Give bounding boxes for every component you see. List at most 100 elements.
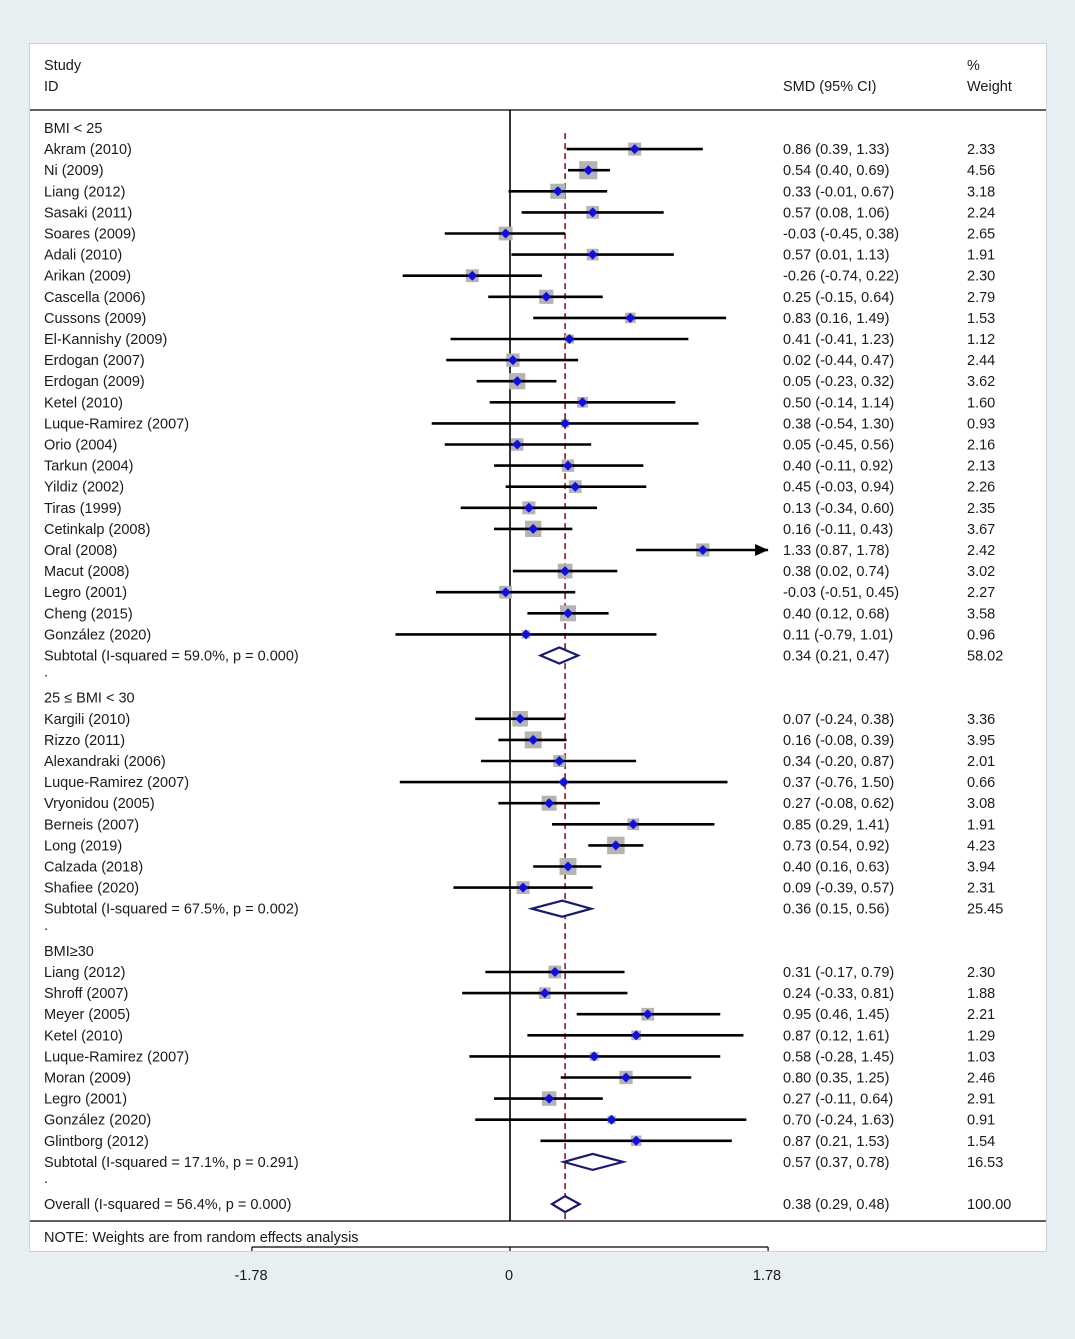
effect-ci: 0.34 (0.21, 0.47)	[783, 649, 889, 665]
weight-value: 1.91	[967, 248, 995, 264]
effect-ci: -0.03 (-0.51, 0.45)	[783, 585, 899, 601]
weight-value: 2.46	[967, 1071, 995, 1087]
weight-value: 2.33	[967, 142, 995, 158]
weight-value: 2.01	[967, 754, 995, 770]
subtotal-label: Subtotal (I-squared = 59.0%, p = 0.000)	[44, 649, 299, 665]
weight-value: 100.00	[967, 1197, 1011, 1213]
weight-value: 2.91	[967, 1092, 995, 1108]
effect-ci: 0.57 (0.01, 1.13)	[783, 248, 889, 264]
study-name: Long (2019)	[44, 838, 122, 854]
study-name: Macut (2008)	[44, 564, 129, 580]
effect-ci: 0.27 (-0.11, 0.64)	[783, 1092, 893, 1108]
group-label: BMI < 25	[44, 121, 102, 137]
group-label: 25 ≤ BMI < 30	[44, 691, 135, 707]
weight-value: 2.30	[967, 965, 995, 981]
study-name: Cetinkalp (2008)	[44, 522, 150, 538]
effect-ci: 0.57 (0.37, 0.78)	[783, 1155, 889, 1171]
effect-ci: -0.03 (-0.45, 0.38)	[783, 227, 899, 243]
ci-arrow	[755, 544, 769, 556]
study-name: El-Kannishy (2009)	[44, 332, 167, 348]
effect-ci: 0.85 (0.29, 1.41)	[783, 817, 889, 833]
point-estimate	[563, 460, 573, 471]
forest-plot: Study ID SMD (95% CI) % Weight BMI < 25 A…	[30, 58, 1046, 1251]
subtotal-label: Subtotal (I-squared = 17.1%, p = 0.291)	[44, 1155, 299, 1171]
study-name: Ketel (2010)	[44, 395, 123, 411]
point-estimate	[631, 1135, 642, 1146]
forest-plot-panel: Study ID SMD (95% CI) % Weight BMI < 25 A…	[29, 43, 1047, 1252]
weight-value: 1.12	[967, 332, 995, 348]
subtotal-diamond	[559, 1152, 628, 1172]
weight-value: 0.66	[967, 775, 995, 791]
point-estimate	[610, 840, 621, 851]
header-id: ID	[44, 79, 59, 95]
point-estimate	[587, 249, 598, 260]
effect-ci: 0.33 (-0.01, 0.67)	[783, 184, 894, 200]
effect-ci: 0.38 (-0.54, 1.30)	[783, 416, 894, 432]
header-percent: %	[967, 58, 980, 74]
effect-ci: 0.73 (0.54, 0.92)	[783, 838, 889, 854]
weight-value: 2.21	[967, 1007, 995, 1023]
point-estimate	[500, 228, 511, 239]
effect-ci: 0.05 (-0.45, 0.56)	[783, 438, 894, 454]
study-name: González (2020)	[44, 627, 151, 643]
x-tick-label: 1.78	[753, 1268, 781, 1284]
weight-value: 2.65	[967, 227, 995, 243]
point-estimate	[625, 312, 636, 323]
x-tick-label: 0	[505, 1268, 513, 1284]
effect-ci: 0.70 (-0.24, 1.63)	[783, 1113, 894, 1129]
header-weight: Weight	[967, 79, 1012, 95]
subtotal-diamond	[527, 899, 596, 918]
point-estimate	[512, 376, 523, 387]
effect-ci: 0.95 (0.46, 1.45)	[783, 1007, 889, 1023]
point-estimate	[560, 418, 571, 429]
point-estimate	[507, 355, 518, 366]
effect-ci: 0.58 (-0.28, 1.45)	[783, 1049, 894, 1065]
study-name: Rizzo (2011)	[44, 733, 125, 749]
effect-ci: 0.38 (0.02, 0.74)	[783, 564, 889, 580]
separator-dot: .	[44, 665, 48, 681]
effect-ci: 0.40 (0.16, 0.63)	[783, 860, 889, 876]
point-estimate	[539, 988, 550, 999]
effect-ci: 0.07 (-0.24, 0.38)	[783, 712, 894, 728]
weight-value: 3.02	[967, 564, 995, 580]
point-estimate	[564, 334, 575, 344]
point-estimate	[621, 1072, 631, 1083]
weight-value: 0.93	[967, 416, 995, 432]
study-name: Oral (2008)	[44, 543, 117, 559]
point-estimate	[558, 777, 569, 788]
point-estimate	[629, 144, 640, 155]
effect-ci: 0.02 (-0.44, 0.47)	[783, 353, 894, 369]
effect-ci: 0.40 (0.12, 0.68)	[783, 606, 889, 622]
effect-ci: 0.87 (0.21, 1.53)	[783, 1134, 889, 1150]
point-estimate	[631, 1030, 642, 1041]
point-estimate	[560, 566, 571, 577]
point-estimate	[467, 270, 478, 281]
weight-value: 2.79	[967, 290, 995, 306]
separator-dot: .	[44, 918, 48, 934]
effect-ci: 0.40 (-0.11, 0.92)	[783, 459, 893, 475]
effect-ci: 0.41 (-0.41, 1.23)	[783, 332, 894, 348]
effect-ci: 0.54 (0.40, 0.69)	[783, 163, 889, 179]
study-name: Tiras (1999)	[44, 501, 122, 517]
effect-ci: 0.57 (0.08, 1.06)	[783, 205, 889, 221]
effect-ci: 0.25 (-0.15, 0.64)	[783, 290, 894, 306]
effect-ci: 0.27 (-0.08, 0.62)	[783, 796, 894, 812]
study-name: Cascella (2006)	[44, 290, 146, 306]
effect-ci: 0.38 (0.29, 0.48)	[783, 1197, 889, 1213]
weight-value: 3.94	[967, 860, 995, 876]
point-estimate	[528, 523, 539, 534]
weight-value: 4.23	[967, 838, 995, 854]
study-name: Kargili (2010)	[44, 712, 130, 728]
effect-ci: -0.26 (-0.74, 0.22)	[783, 269, 899, 285]
point-estimate	[577, 397, 588, 408]
study-name: Akram (2010)	[44, 142, 132, 158]
study-name: Alexandraki (2006)	[44, 754, 166, 770]
weight-value: 58.02	[967, 649, 1003, 665]
effect-ci: 0.86 (0.39, 1.33)	[783, 142, 889, 158]
weight-value: 2.27	[967, 585, 995, 601]
weight-value: 3.62	[967, 374, 995, 390]
study-name: Erdogan (2007)	[44, 353, 145, 369]
effect-ci: 0.24 (-0.33, 0.81)	[783, 986, 894, 1002]
study-name: Erdogan (2009)	[44, 374, 145, 390]
point-estimate	[528, 734, 539, 745]
